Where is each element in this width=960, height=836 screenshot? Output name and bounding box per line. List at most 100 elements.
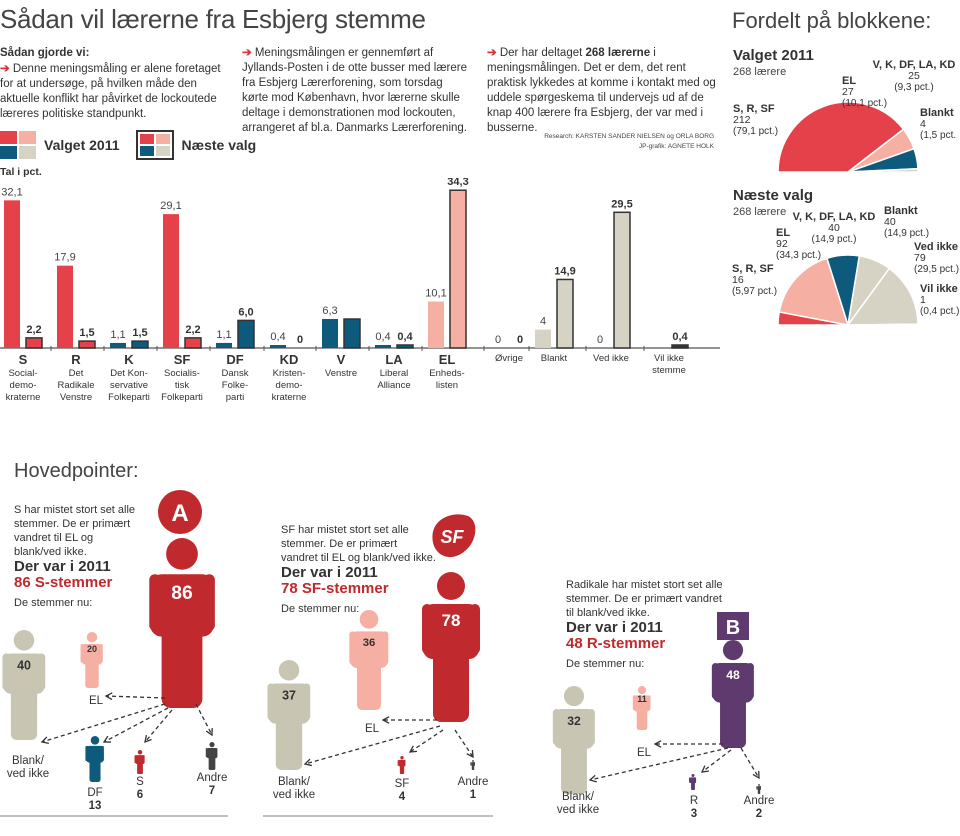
flow-arrow — [701, 749, 732, 773]
pie-slice-count: 1 — [920, 294, 926, 306]
person-count: 48 — [726, 668, 740, 682]
person-andre — [205, 742, 218, 770]
panel-r-der-var: Der var i 2011 — [566, 619, 663, 636]
category-name: Dansk — [222, 368, 249, 379]
flow-arrow — [103, 707, 169, 743]
category-abbr: K — [124, 352, 134, 367]
bar-valget-2011 — [270, 345, 286, 348]
page-title: Sådan vil lærerne fra Esbjerg stemme — [0, 4, 426, 34]
category-name: Folkeparti — [161, 392, 203, 403]
pie-slice-pct: (10,1 pct.) — [842, 98, 887, 109]
category-name: parti — [226, 392, 244, 403]
person-legs — [561, 737, 587, 794]
panel-r-stemmer: 48 R-stemmer — [566, 635, 666, 652]
panel-sf-line: stemmer. De er primært — [281, 538, 398, 550]
person-arm — [205, 747, 208, 758]
target-label: Andre — [744, 795, 775, 807]
pie-slice-count: 16 — [732, 274, 744, 286]
category-abbr: S — [19, 352, 28, 367]
person-legs — [399, 764, 405, 774]
arrow-head — [102, 735, 112, 743]
pie-slice — [778, 257, 850, 326]
bar-label-valget-2011: 6,3 — [322, 305, 337, 317]
arrow-head — [40, 736, 49, 745]
flow-arrow — [304, 725, 441, 765]
person-arm — [756, 786, 757, 790]
panel-sf-line: vandret til EL og blank/ved ikke. — [281, 552, 436, 564]
category-name: demo- — [10, 380, 37, 391]
person-legs — [357, 658, 381, 710]
person-arm — [760, 786, 761, 790]
legend-swatch-valget — [0, 131, 36, 159]
bar-label-naeste-valg: 1,5 — [79, 327, 94, 339]
party-badge-letter: A — [171, 500, 188, 527]
panel-s-der-var: Der var i 2011 — [14, 558, 111, 575]
bar-label-valget-2011: 0 — [495, 334, 501, 346]
bar-naeste-valg — [449, 189, 467, 349]
bar-label-naeste-valg: 0,4 — [672, 331, 688, 343]
person-arm — [149, 574, 161, 631]
panel-s: S har mistet stort set alle stemmer. De … — [14, 503, 144, 609]
category-name: Folke- — [222, 380, 248, 391]
person-head — [13, 630, 35, 651]
target-label: DF — [87, 787, 102, 799]
panel-s-line: S har mistet stort set alle — [14, 504, 136, 516]
person-arm — [349, 631, 356, 665]
person-arm — [37, 653, 46, 691]
person-df — [85, 736, 104, 782]
credits: Research: KARSTEN SANDER NIELSEN og ORLA… — [500, 132, 714, 152]
method-text-3-post: i meningsmålingen. Det er dem, det rent … — [487, 47, 716, 134]
panel-r-now: De stemmer nu: — [566, 658, 645, 670]
person-r — [689, 774, 697, 790]
panel-sf: SF har mistet stort set alle stemmer. De… — [281, 523, 441, 615]
person-arm — [552, 709, 561, 746]
bar-label-naeste-valg: 2,2 — [26, 324, 41, 336]
target-label: SF — [395, 778, 410, 790]
person-arm — [80, 643, 85, 663]
bar-label-valget-2011: 1,1 — [216, 329, 231, 341]
bar-naeste-valg — [131, 340, 149, 349]
person-s — [134, 750, 145, 774]
person-blank: 40 — [2, 630, 46, 740]
category-name: Liberal — [380, 368, 409, 379]
person-arm — [2, 653, 10, 691]
pie-slice-count: 92 — [776, 238, 788, 250]
bar-naeste-valg — [78, 340, 96, 349]
person-head — [691, 774, 695, 777]
target-label: Andre — [197, 772, 228, 784]
target-value: 13 — [89, 800, 102, 812]
panel-r-line: Radikale har mistet stort set alle — [566, 579, 723, 591]
category-name: Ved ikke — [593, 353, 629, 364]
bar-valget-2011 — [322, 319, 338, 348]
bar-label-naeste-valg: 0,4 — [397, 331, 413, 343]
pie-slice-count: 40 — [828, 222, 840, 234]
panel-s-line: vandret til EL og — [14, 532, 94, 544]
bar-valget-2011 — [216, 342, 232, 348]
category-abbr: DF — [226, 352, 243, 367]
person-r-main: 48 — [711, 640, 754, 748]
method-text-2: ➔ Meningsmålingen er gennemført af Jylla… — [242, 46, 472, 136]
arrow-head — [408, 745, 418, 753]
bar-valget-2011 — [57, 265, 73, 348]
category-name: Socialis- — [164, 368, 200, 379]
category-name: Venstre — [60, 392, 92, 403]
person-arm — [746, 663, 754, 700]
category-name: Social- — [8, 368, 37, 379]
target-value: 6 — [137, 789, 143, 801]
party-badge-letter: SF — [440, 527, 464, 547]
target-value: 4 — [399, 791, 406, 803]
person-arm — [689, 777, 691, 783]
category-name: listen — [436, 380, 458, 391]
person-blank: 37 — [267, 660, 311, 770]
person-el: 11 — [632, 686, 651, 730]
panel-r-line: til blank/ved ikke. — [566, 607, 650, 619]
method-text-3-pre: Der har deltaget — [499, 47, 586, 59]
method-text-3-bold: 268 lærerne — [585, 47, 651, 59]
pie-slice-label: Ved ikke — [914, 241, 958, 253]
arrow-right-icon: ➔ — [0, 63, 13, 75]
panel-s-stemmer: 86 S-stemmer — [14, 574, 113, 591]
person-legs — [89, 758, 101, 782]
panel-sf-der-var: Der var i 2011 — [281, 564, 378, 581]
